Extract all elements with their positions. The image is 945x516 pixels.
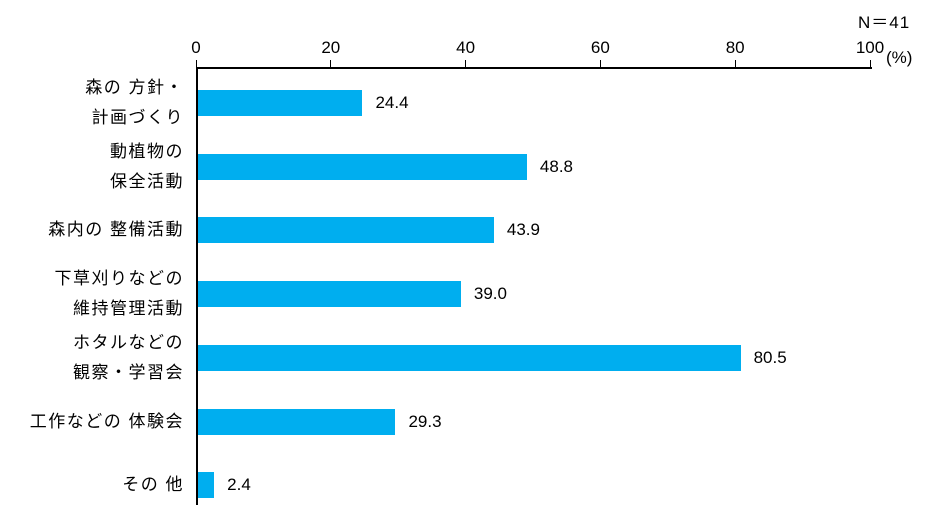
category-label-line: 観察・学習会 xyxy=(73,362,184,382)
bar xyxy=(198,344,741,371)
x-tick-mark xyxy=(599,60,601,67)
bar xyxy=(198,90,363,116)
x-tick-label: 80 xyxy=(725,38,745,57)
value-label: 80.5 xyxy=(753,347,787,367)
category-label-line: 動植物の xyxy=(110,141,184,161)
value-label: 24.4 xyxy=(375,93,409,112)
category-label-line: 計画づくり xyxy=(91,108,184,127)
x-tick-mark xyxy=(869,60,871,67)
x-tick-mark xyxy=(734,60,736,67)
category-label-line: 森の 方針・ xyxy=(85,78,184,97)
category-label-line: 工作などの 体験会 xyxy=(29,411,184,431)
category-label: 下草刈りなどの維持管理活動 xyxy=(0,264,184,324)
x-tick-label: 60 xyxy=(590,38,610,57)
category-label: 動植物の 保全活動 xyxy=(0,137,184,197)
sample-size-label: N＝41 xyxy=(858,13,911,32)
category-label-line: 維持管理活動 xyxy=(73,299,184,319)
category-label: 工作などの 体験会 xyxy=(0,407,184,437)
bar xyxy=(198,408,396,435)
x-tick-mark xyxy=(465,60,467,67)
bar xyxy=(198,217,494,244)
category-label-line: 保全活動 xyxy=(110,171,184,191)
bar xyxy=(198,472,215,499)
x-tick-label: 40 xyxy=(456,38,476,57)
category-label-line: 森内の 整備活動 xyxy=(48,220,184,240)
value-label: 43.9 xyxy=(506,220,540,240)
bar xyxy=(198,153,527,180)
category-label: 森の 方針・ 計画づくり xyxy=(0,73,184,133)
y-axis-line xyxy=(196,67,198,505)
value-label: 39.0 xyxy=(473,284,507,304)
value-label: 48.8 xyxy=(539,156,573,176)
bar xyxy=(198,281,461,308)
value-label: 2.4 xyxy=(227,475,251,495)
category-label: ホタルなどの 観察・学習会 xyxy=(0,328,184,388)
axis-unit-label: (%) xyxy=(886,48,913,67)
x-tick-mark xyxy=(330,60,332,67)
x-tick-label: 100 xyxy=(855,38,885,57)
category-label: その 他 xyxy=(0,470,184,500)
value-label: 29.3 xyxy=(408,411,442,431)
x-tick-label: 20 xyxy=(321,38,341,57)
x-tick-label: 0 xyxy=(191,38,201,57)
category-label-line: その 他 xyxy=(122,475,184,495)
category-label: 森内の 整備活動 xyxy=(0,215,184,245)
x-axis-line xyxy=(196,67,872,69)
category-label-line: 下草刈りなどの xyxy=(54,269,184,289)
category-label-line: ホタルなどの xyxy=(73,332,184,352)
x-tick-mark xyxy=(195,60,197,67)
